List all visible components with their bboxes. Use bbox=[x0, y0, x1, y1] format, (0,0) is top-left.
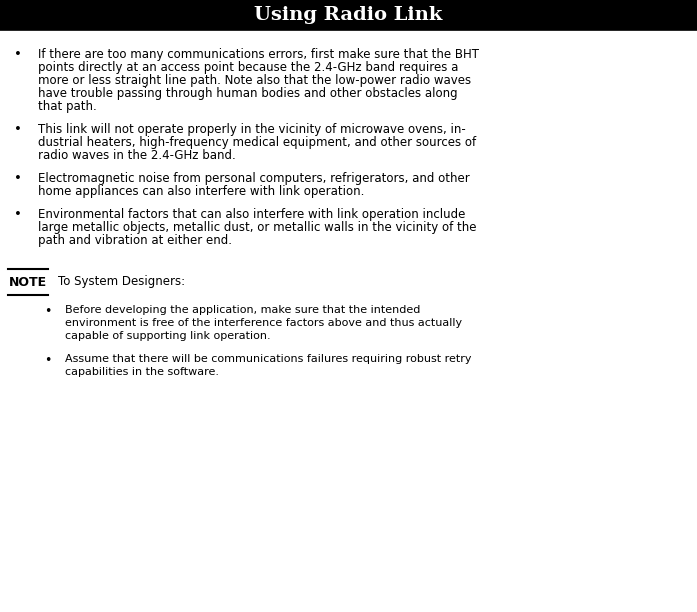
Text: This link will not operate properly in the vicinity of microwave ovens, in-: This link will not operate properly in t… bbox=[38, 123, 466, 136]
Text: •: • bbox=[14, 172, 22, 185]
Text: Electromagnetic noise from personal computers, refrigerators, and other: Electromagnetic noise from personal comp… bbox=[38, 172, 470, 185]
Text: path and vibration at either end.: path and vibration at either end. bbox=[38, 234, 232, 247]
Text: radio waves in the 2.4-GHz band.: radio waves in the 2.4-GHz band. bbox=[38, 149, 236, 162]
Text: Assume that there will be communications failures requiring robust retry: Assume that there will be communications… bbox=[65, 354, 471, 364]
Text: environment is free of the interference factors above and thus actually: environment is free of the interference … bbox=[65, 318, 462, 328]
Text: •: • bbox=[45, 305, 52, 318]
Text: more or less straight line path. Note also that the low-power radio waves: more or less straight line path. Note al… bbox=[38, 74, 471, 87]
Bar bbox=[0, 0, 697, 30]
Text: home appliances can also interfere with link operation.: home appliances can also interfere with … bbox=[38, 185, 365, 198]
Text: Using Radio Link: Using Radio Link bbox=[254, 6, 443, 24]
Text: •: • bbox=[14, 48, 22, 61]
Text: NOTE: NOTE bbox=[9, 275, 47, 288]
Text: •: • bbox=[14, 208, 22, 221]
Text: dustrial heaters, high-frequency medical equipment, and other sources of: dustrial heaters, high-frequency medical… bbox=[38, 136, 476, 149]
Text: points directly at an access point because the 2.4-GHz band requires a: points directly at an access point becau… bbox=[38, 61, 459, 74]
Text: large metallic objects, metallic dust, or metallic walls in the vicinity of the: large metallic objects, metallic dust, o… bbox=[38, 221, 477, 234]
Text: •: • bbox=[14, 123, 22, 136]
Text: •: • bbox=[45, 354, 52, 367]
Text: have trouble passing through human bodies and other obstacles along: have trouble passing through human bodie… bbox=[38, 87, 458, 100]
Text: If there are too many communications errors, first make sure that the BHT: If there are too many communications err… bbox=[38, 48, 479, 61]
Text: Environmental factors that can also interfere with link operation include: Environmental factors that can also inte… bbox=[38, 208, 466, 221]
Text: capabilities in the software.: capabilities in the software. bbox=[65, 367, 219, 377]
Text: Before developing the application, make sure that the intended: Before developing the application, make … bbox=[65, 305, 420, 315]
Text: that path.: that path. bbox=[38, 100, 97, 113]
Text: To System Designers:: To System Designers: bbox=[58, 275, 185, 288]
Text: capable of supporting link operation.: capable of supporting link operation. bbox=[65, 331, 270, 341]
